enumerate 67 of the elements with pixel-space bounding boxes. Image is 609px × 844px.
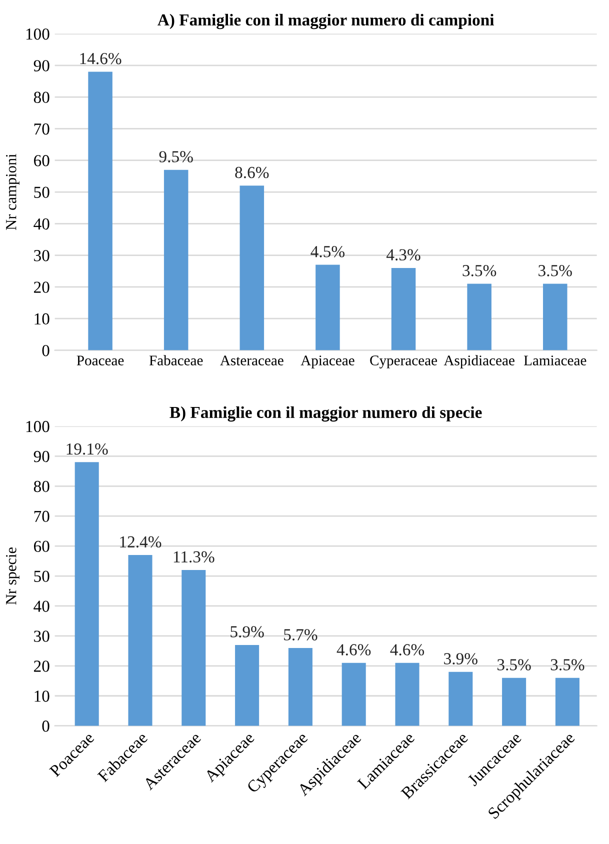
x-tick-label: Poaceae	[76, 356, 124, 366]
y-tick-label: 30	[34, 250, 50, 262]
y-tick-label: 90	[34, 450, 50, 462]
y-tick-label: 90	[34, 60, 50, 72]
annotation: 3.5%	[497, 659, 531, 670]
y-tick-label: 0	[42, 344, 50, 356]
chart-title: B) Famiglie con il maggior numero di specie	[170, 406, 482, 422]
annotation: 4.6%	[336, 644, 371, 656]
annotation: 12.4%	[120, 536, 162, 548]
y-tick-label: 70	[34, 510, 50, 522]
annotation: 4.6%	[390, 644, 424, 656]
y-tick-label: 100	[26, 28, 50, 40]
x-tick-label: Lamiaceae	[524, 356, 586, 366]
x-tick-label: Aspidiaceae	[444, 355, 514, 368]
y-tick-label: 80	[34, 92, 50, 104]
annotation: 4.3%	[386, 249, 420, 260]
bar	[502, 678, 526, 726]
annotation: 3.5%	[550, 659, 584, 670]
bar	[555, 678, 580, 726]
bar	[316, 264, 340, 350]
bar	[88, 72, 112, 350]
y-tick-label: 40	[34, 218, 50, 230]
y-tick-label: 0	[42, 720, 50, 732]
annotation: 8.6%	[235, 166, 269, 178]
bar	[182, 570, 206, 726]
bar	[74, 462, 99, 726]
bar	[240, 186, 264, 350]
bar	[543, 284, 568, 350]
annotation: 9.5%	[159, 151, 193, 162]
x-tick-label: Asteraceae	[220, 356, 284, 366]
y-tick-label: 50	[34, 186, 50, 198]
annotation: 11.3%	[174, 551, 214, 563]
y-tick-label: 20	[34, 282, 50, 293]
annotation: 5.7%	[284, 629, 318, 640]
y-axis-title: Nr specie	[6, 548, 20, 605]
annotation: 3.5%	[538, 264, 572, 276]
y-axis-title: Nr campioni	[6, 154, 20, 230]
bar	[467, 284, 492, 350]
bar	[164, 170, 188, 350]
bar	[391, 268, 416, 350]
annotation: 3.5%	[462, 264, 496, 276]
bar	[128, 555, 152, 726]
y-tick-label: 70	[34, 123, 50, 135]
chart-title: A) Famiglie con il maggior numero di campioni	[158, 14, 494, 30]
annotation: 4.5%	[310, 246, 344, 258]
annotation: 5.9%	[230, 626, 264, 638]
bar	[395, 662, 420, 726]
x-tick-label: Apiaceae	[300, 356, 354, 368]
y-tick-label: 60	[34, 155, 50, 166]
y-tick-label: 50	[34, 570, 50, 582]
bar	[235, 644, 260, 726]
x-tick-label: Fabaceae	[149, 355, 203, 366]
y-tick-label: 60	[34, 540, 50, 552]
y-tick-label: 80	[34, 480, 50, 492]
bar	[288, 648, 312, 726]
annotation: 14.6%	[80, 52, 122, 64]
y-tick-label: 10	[34, 690, 50, 702]
annotation: 3.9%	[444, 653, 478, 664]
bar	[448, 672, 473, 726]
bar	[342, 662, 366, 726]
y-tick-label: 20	[34, 660, 50, 672]
y-tick-label: 40	[34, 600, 50, 612]
x-tick-label: Cyperaceae	[370, 356, 438, 368]
y-tick-label: 10	[34, 313, 50, 325]
annotation: 19.1%	[66, 443, 108, 455]
y-tick-label: 100	[26, 420, 50, 432]
y-tick-label: 30	[34, 630, 50, 642]
